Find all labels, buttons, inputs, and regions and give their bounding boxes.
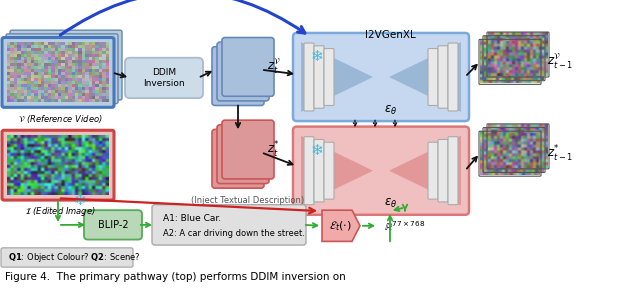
FancyBboxPatch shape	[212, 47, 264, 105]
Polygon shape	[389, 136, 461, 205]
Text: $z_{t-1}^{*}$: $z_{t-1}^{*}$	[547, 144, 573, 164]
Text: ❄: ❄	[310, 143, 323, 158]
Text: I2VGenXL: I2VGenXL	[365, 30, 415, 40]
FancyBboxPatch shape	[10, 30, 122, 100]
Text: $\mathcal{V}$ (Reference Video): $\mathcal{V}$ (Reference Video)	[18, 113, 102, 125]
Text: $\mathcal{I}$ (Edited Image): $\mathcal{I}$ (Edited Image)	[24, 205, 95, 218]
Text: A1: Blue Car.: A1: Blue Car.	[163, 214, 221, 223]
Polygon shape	[322, 210, 360, 242]
FancyBboxPatch shape	[152, 205, 306, 245]
FancyBboxPatch shape	[293, 33, 469, 121]
FancyBboxPatch shape	[84, 210, 142, 239]
FancyBboxPatch shape	[2, 38, 114, 107]
FancyBboxPatch shape	[1, 248, 133, 267]
Text: $\epsilon_\theta$: $\epsilon_\theta$	[385, 197, 397, 210]
FancyBboxPatch shape	[314, 46, 324, 108]
FancyBboxPatch shape	[438, 46, 448, 108]
FancyBboxPatch shape	[125, 58, 203, 98]
Text: BLIP-2: BLIP-2	[98, 220, 128, 230]
FancyBboxPatch shape	[324, 49, 334, 105]
Text: $\epsilon_\theta$: $\epsilon_\theta$	[385, 104, 397, 117]
FancyBboxPatch shape	[304, 137, 314, 205]
Text: $z_t^{\mathcal{V}}$: $z_t^{\mathcal{V}}$	[267, 58, 282, 76]
FancyBboxPatch shape	[448, 43, 458, 111]
FancyBboxPatch shape	[222, 38, 274, 96]
Polygon shape	[301, 42, 373, 112]
Text: DDIM
Inversion: DDIM Inversion	[143, 68, 185, 88]
FancyBboxPatch shape	[428, 142, 438, 199]
FancyBboxPatch shape	[2, 130, 114, 200]
FancyBboxPatch shape	[304, 43, 314, 111]
FancyBboxPatch shape	[217, 125, 269, 184]
Text: $\mathbf{Q1}$: Object Colour? $\mathbf{Q2}$: Scene?: $\mathbf{Q1}$: Object Colour? $\mathbf{Q…	[8, 251, 141, 264]
FancyBboxPatch shape	[314, 139, 324, 202]
Text: $z_t^{*}$: $z_t^{*}$	[267, 139, 280, 160]
FancyBboxPatch shape	[438, 139, 448, 202]
FancyBboxPatch shape	[428, 49, 438, 105]
FancyBboxPatch shape	[6, 34, 118, 104]
Polygon shape	[301, 136, 373, 205]
Text: ❄: ❄	[74, 194, 86, 208]
Text: ❄: ❄	[310, 49, 323, 65]
Text: (Inject Textual Description): (Inject Textual Description)	[191, 196, 305, 205]
FancyBboxPatch shape	[222, 120, 274, 179]
Polygon shape	[389, 42, 461, 112]
Text: A2: A car driving down the street.: A2: A car driving down the street.	[163, 229, 305, 238]
FancyBboxPatch shape	[448, 137, 458, 205]
Text: $z_{t-1}^{\mathcal{V}}$: $z_{t-1}^{\mathcal{V}}$	[547, 53, 573, 72]
Text: $\mathbb{R}^{77\times768}$: $\mathbb{R}^{77\times768}$	[385, 219, 426, 233]
FancyBboxPatch shape	[217, 42, 269, 101]
FancyBboxPatch shape	[293, 127, 469, 215]
Text: Figure 4.  The primary pathway (top) performs DDIM inversion on: Figure 4. The primary pathway (top) perf…	[5, 272, 346, 282]
Text: $\mathcal{E}_t(\cdot)$: $\mathcal{E}_t(\cdot)$	[328, 219, 351, 233]
FancyBboxPatch shape	[212, 129, 264, 188]
FancyBboxPatch shape	[324, 142, 334, 199]
